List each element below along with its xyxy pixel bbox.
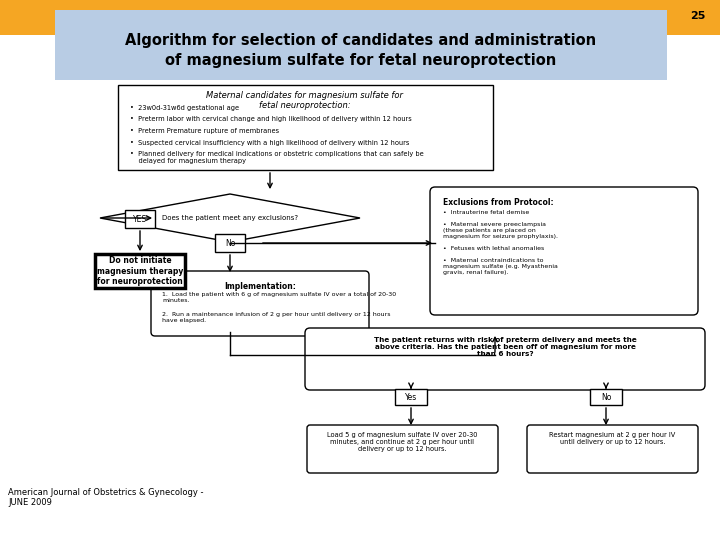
Text: •  Suspected cervical insufficiency with a high likelihood of delivery within 12: • Suspected cervical insufficiency with … (130, 139, 410, 145)
FancyBboxPatch shape (395, 389, 427, 405)
Text: Exclusions from Protocol:: Exclusions from Protocol: (443, 198, 554, 207)
Text: Load 5 g of magnesium sulfate IV over 20-30
minutes, and continue at 2 g per hou: Load 5 g of magnesium sulfate IV over 20… (328, 432, 478, 452)
Text: •  Intrauterine fetal demise: • Intrauterine fetal demise (443, 210, 529, 215)
FancyBboxPatch shape (95, 254, 185, 288)
FancyBboxPatch shape (307, 425, 498, 473)
Text: Restart magnesium at 2 g per hour IV
until delivery or up to 12 hours.: Restart magnesium at 2 g per hour IV unt… (549, 432, 675, 445)
Text: 1.  Load the patient with 6 g of magnesium sulfate IV over a total of 20-30
minu: 1. Load the patient with 6 g of magnesiu… (162, 292, 396, 303)
FancyBboxPatch shape (430, 187, 698, 315)
FancyBboxPatch shape (151, 271, 369, 336)
FancyBboxPatch shape (55, 10, 667, 80)
Text: •  Planned delivery for medical indications or obstetric complications that can : • Planned delivery for medical indicatio… (130, 151, 424, 164)
Text: of magnesium sulfate for fetal neuroprotection: of magnesium sulfate for fetal neuroprot… (166, 52, 557, 68)
FancyBboxPatch shape (527, 425, 698, 473)
Text: Yes: Yes (405, 393, 417, 402)
Text: •  23w0d-31w6d gestational age: • 23w0d-31w6d gestational age (130, 105, 239, 111)
Text: 25: 25 (690, 11, 706, 21)
FancyBboxPatch shape (215, 234, 245, 252)
Text: •  Fetuses with lethal anomalies: • Fetuses with lethal anomalies (443, 246, 544, 251)
Text: •  Preterm labor with cervical change and high likelihood of delivery within 12 : • Preterm labor with cervical change and… (130, 117, 412, 123)
FancyBboxPatch shape (118, 85, 493, 170)
Text: •  Preterm Premature rupture of membranes: • Preterm Premature rupture of membranes (130, 128, 279, 134)
Text: Implementation:: Implementation: (224, 282, 296, 291)
Text: 2.  Run a maintenance infusion of 2 g per hour until delivery or 12 hours
have e: 2. Run a maintenance infusion of 2 g per… (162, 312, 390, 323)
Text: •  Maternal contraindications to
magnesium sulfate (e.g. Myasthenia
gravis, rena: • Maternal contraindications to magnesiu… (443, 258, 558, 275)
FancyBboxPatch shape (0, 0, 720, 35)
FancyBboxPatch shape (590, 389, 622, 405)
Text: Maternal candidates for magnesium sulfate for
fetal neuroprotection:: Maternal candidates for magnesium sulfat… (207, 91, 403, 110)
Text: •  Maternal severe preeclampsia
(these patients are placed on
magnesium for seiz: • Maternal severe preeclampsia (these pa… (443, 222, 558, 239)
Text: No: No (600, 393, 611, 402)
FancyBboxPatch shape (125, 210, 155, 228)
Text: No: No (225, 239, 235, 247)
Text: YES: YES (133, 214, 147, 224)
Text: American Journal of Obstetrics & Gynecology -
JUNE 2009: American Journal of Obstetrics & Gynecol… (8, 488, 204, 508)
Text: Algorithm for selection of candidates and administration: Algorithm for selection of candidates an… (125, 32, 597, 48)
Text: Does the patient meet any exclusions?: Does the patient meet any exclusions? (162, 215, 298, 221)
Text: Do not initiate
magnesium therapy
for neuroprotection: Do not initiate magnesium therapy for ne… (96, 256, 183, 286)
Text: The patient returns with risk of preterm delivery and meets the
above criteria. : The patient returns with risk of preterm… (374, 337, 636, 357)
Polygon shape (100, 194, 360, 242)
FancyBboxPatch shape (305, 328, 705, 390)
